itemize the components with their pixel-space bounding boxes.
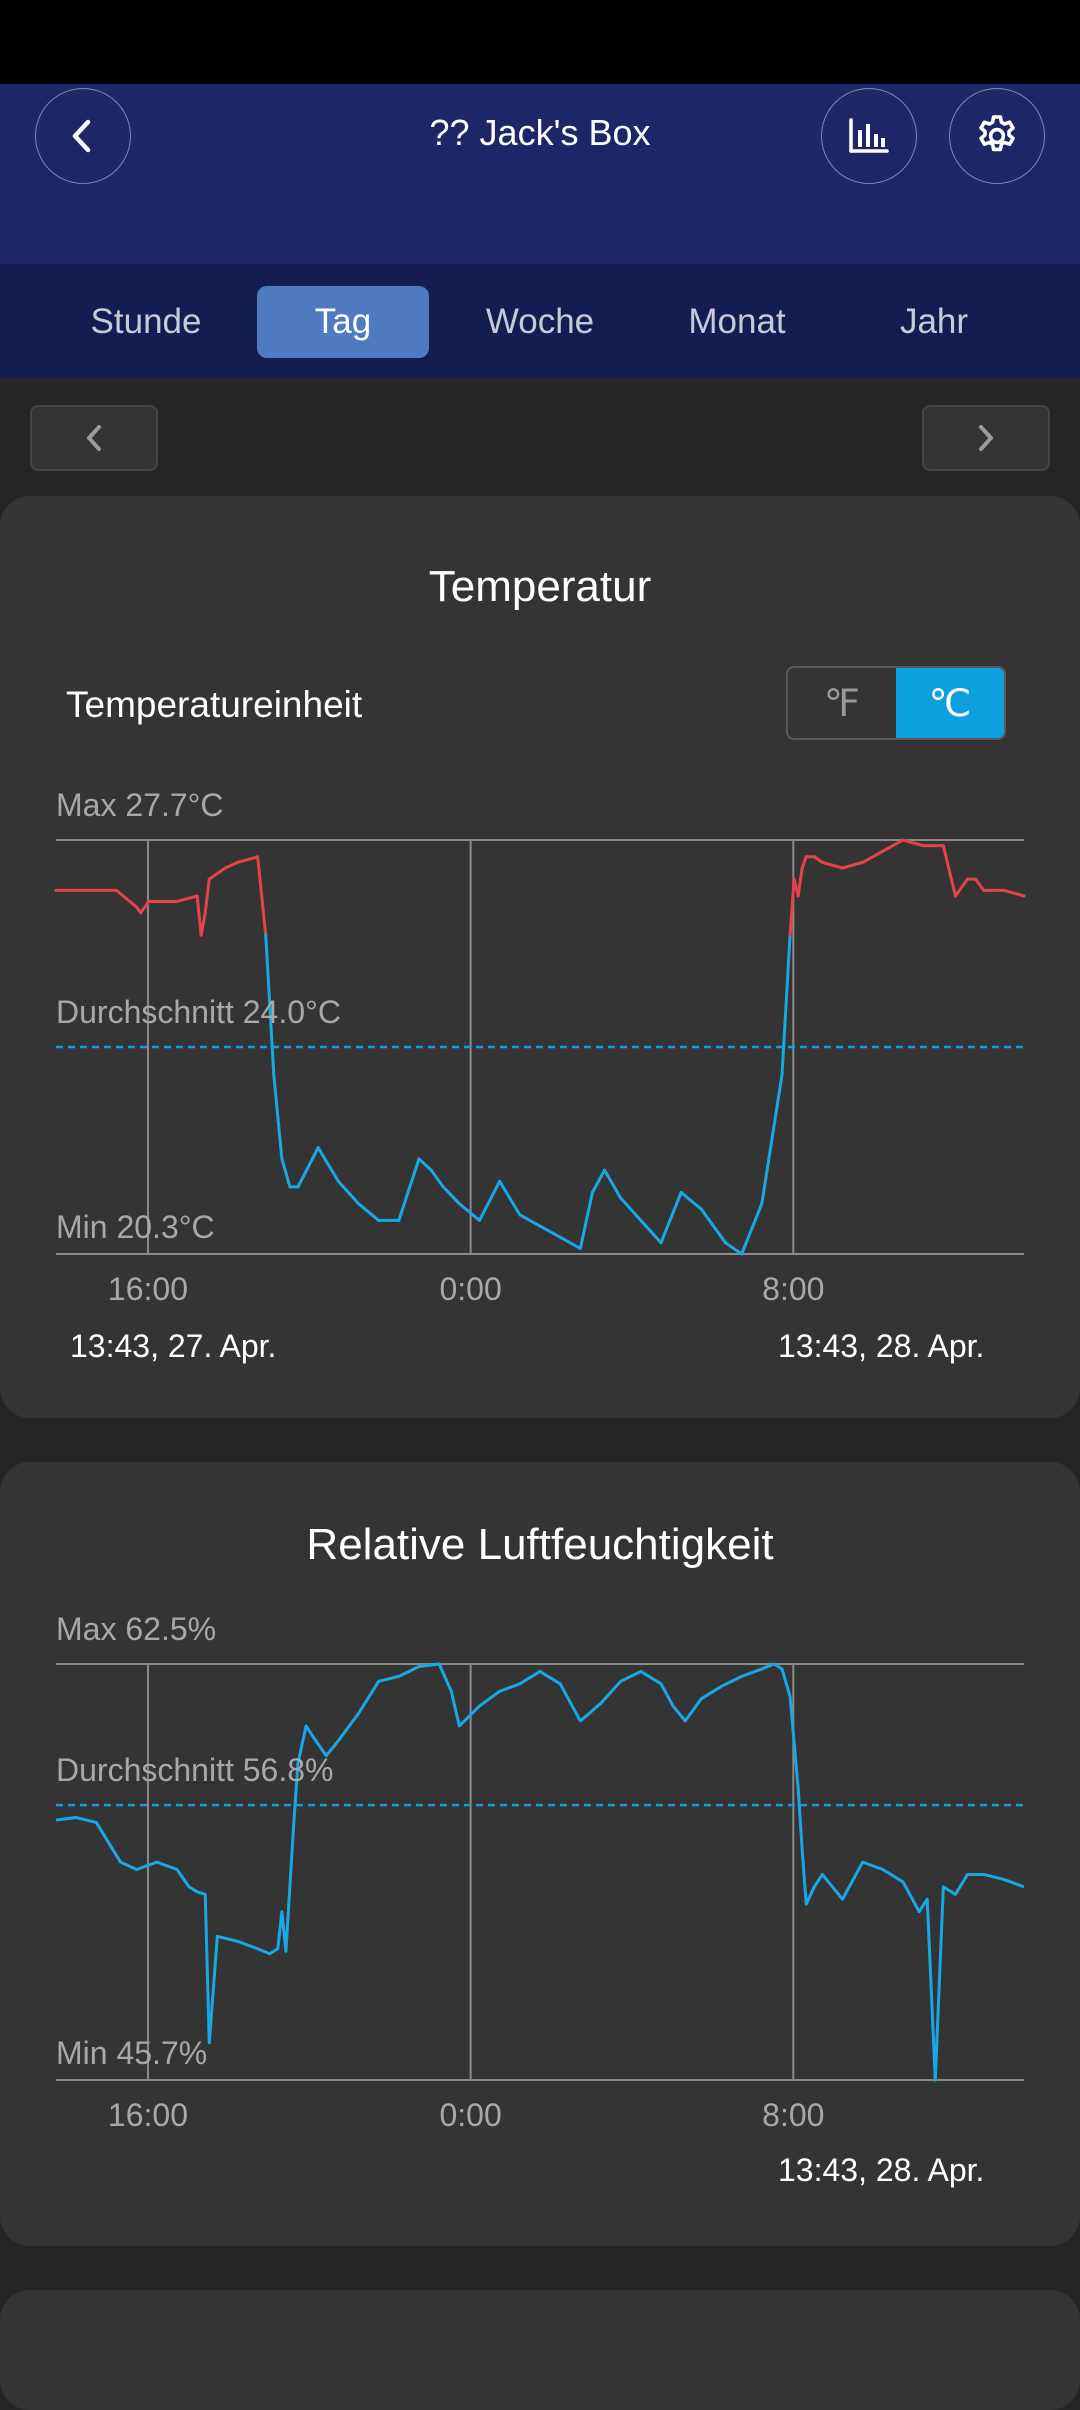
series-line-segment: [699, 1207, 715, 1228]
series-line-segment: [203, 877, 211, 915]
unit-fahrenheit-option[interactable]: ℉: [823, 682, 861, 725]
temperature-title: Temperatur: [428, 562, 652, 611]
series-line-segment: [336, 1179, 360, 1206]
status-bar: [0, 0, 1080, 84]
series-line-segment: [760, 1073, 784, 1206]
series-line-segment: [679, 1190, 703, 1211]
series-line-segment: [175, 894, 199, 904]
min-label: Min 45.7%: [56, 2035, 207, 2071]
average-label: Durchschnitt 56.8%: [56, 1752, 333, 1788]
x-tick-label: 0:00: [439, 1271, 501, 1307]
series-line-segment: [974, 877, 986, 892]
series-line-segment: [429, 1168, 445, 1189]
series-line-segment: [796, 866, 804, 898]
x-tick-label: 8:00: [762, 1271, 824, 1307]
temperature-unit-toggle: ℉ ℃: [786, 666, 1006, 740]
series-line-segment: [881, 838, 905, 853]
series-line-segment: [280, 1157, 292, 1189]
series-line-segment: [538, 1224, 562, 1239]
series-line-segment: [478, 1179, 502, 1222]
bar-chart-icon: [849, 118, 889, 153]
gear-icon: [979, 115, 1015, 152]
series-line-segment: [740, 1202, 764, 1256]
series-line-segment: [417, 1157, 433, 1172]
max-label: Max 27.7°C: [56, 787, 224, 823]
tab-monat[interactable]: Monat: [688, 302, 786, 341]
x-tick-label: 8:00: [762, 2097, 824, 2133]
humidity-title: Relative Luftfeuchtigkeit: [306, 1520, 774, 1569]
series-line-segment: [199, 911, 207, 937]
series-line-segment: [397, 1157, 421, 1222]
min-label: Min 20.3°C: [56, 1209, 215, 1245]
series-line-segment: [316, 1146, 340, 1183]
series-line-segment: [800, 855, 808, 870]
series-line-segment: [272, 1073, 284, 1161]
series-line-segment: [1002, 888, 1026, 898]
series-line-segment: [780, 933, 792, 1077]
series-line-segment: [953, 877, 970, 898]
series-line-segment: [820, 860, 844, 870]
tab-jahr[interactable]: Jahr: [899, 302, 969, 341]
next-card: [0, 2290, 1080, 2410]
previous-period-button[interactable]: [30, 405, 158, 471]
series-line: [55, 1662, 1025, 2082]
series-line-segment: [558, 1235, 582, 1250]
chevron-left-icon: [87, 425, 101, 451]
tab-tag[interactable]: Tag: [257, 286, 429, 358]
series-line-segment: [115, 888, 139, 909]
series-line-segment: [711, 1224, 728, 1245]
series-line-segment: [639, 1218, 663, 1245]
series-line-segment: [901, 838, 925, 848]
series-line-segment: [223, 860, 239, 870]
x-tick-label: 16:00: [108, 1271, 188, 1307]
series-line-segment: [457, 1202, 481, 1222]
series-line-segment: [590, 1168, 607, 1194]
humidity-chart: Max 62.5% Durchschnitt 56.8% Min 45.7% 16:0…: [55, 1611, 1025, 2133]
average-label: Durchschnitt 24.0°C: [56, 994, 341, 1030]
temperature-unit-label: Temperatureinheit: [66, 684, 363, 725]
series-line-segment: [724, 1241, 744, 1256]
series-line-segment: [788, 877, 796, 937]
period-tabbar: Stunde Tag Woche Monat Jahr: [0, 264, 1080, 378]
unit-celsius-option[interactable]: ℃: [896, 668, 1004, 738]
page-title: ?? Jack's Box: [429, 112, 651, 153]
temperature-start-time: 13:43, 27. Apr.: [70, 1328, 277, 1364]
series-line-segment: [236, 855, 260, 864]
back-button[interactable]: [35, 88, 131, 184]
temperature-end-time: 13:43, 28. Apr.: [778, 1328, 985, 1364]
series-line-segment: [841, 860, 865, 870]
temperature-chart: Max 27.7°C Durchschnitt 24.0°C Min 20.3°C 1…: [54, 787, 1026, 1307]
series-line-segment: [861, 849, 885, 864]
series-line-segment: [578, 1190, 594, 1250]
chevron-left-icon: [72, 119, 91, 153]
max-label: Max 62.5%: [56, 1611, 216, 1647]
series-line-segment: [207, 872, 219, 881]
series-line-segment: [603, 1168, 623, 1200]
tab-stunde[interactable]: Stunde: [90, 302, 202, 341]
series-line-segment: [357, 1202, 381, 1222]
series-line-segment: [619, 1196, 643, 1222]
series-line-segment: [256, 855, 268, 937]
app-header: [0, 84, 1080, 264]
temperature-card: [0, 496, 1080, 1418]
series-line-segment: [518, 1213, 542, 1228]
series-line-segment: [812, 855, 824, 864]
tab-woche[interactable]: Woche: [485, 302, 595, 341]
series-line-segment: [659, 1190, 683, 1245]
chevron-right-icon: [979, 425, 993, 451]
humidity-card: [0, 1462, 1080, 2246]
series-line-segment: [441, 1185, 461, 1206]
chart-button[interactable]: [821, 88, 917, 184]
series-line-segment: [296, 1146, 320, 1189]
x-tick-label: 16:00: [108, 2097, 188, 2133]
humidity-end-time: 13:43, 28. Apr.: [778, 2152, 985, 2188]
series-line-segment: [215, 866, 227, 876]
series-line-segment: [941, 844, 957, 898]
series-line-segment: [195, 894, 203, 937]
next-period-button[interactable]: [922, 405, 1050, 471]
series-line-segment: [498, 1179, 522, 1217]
settings-button[interactable]: [949, 88, 1045, 184]
x-tick-label: 0:00: [439, 2097, 501, 2133]
series-line-segment: [264, 933, 276, 1077]
